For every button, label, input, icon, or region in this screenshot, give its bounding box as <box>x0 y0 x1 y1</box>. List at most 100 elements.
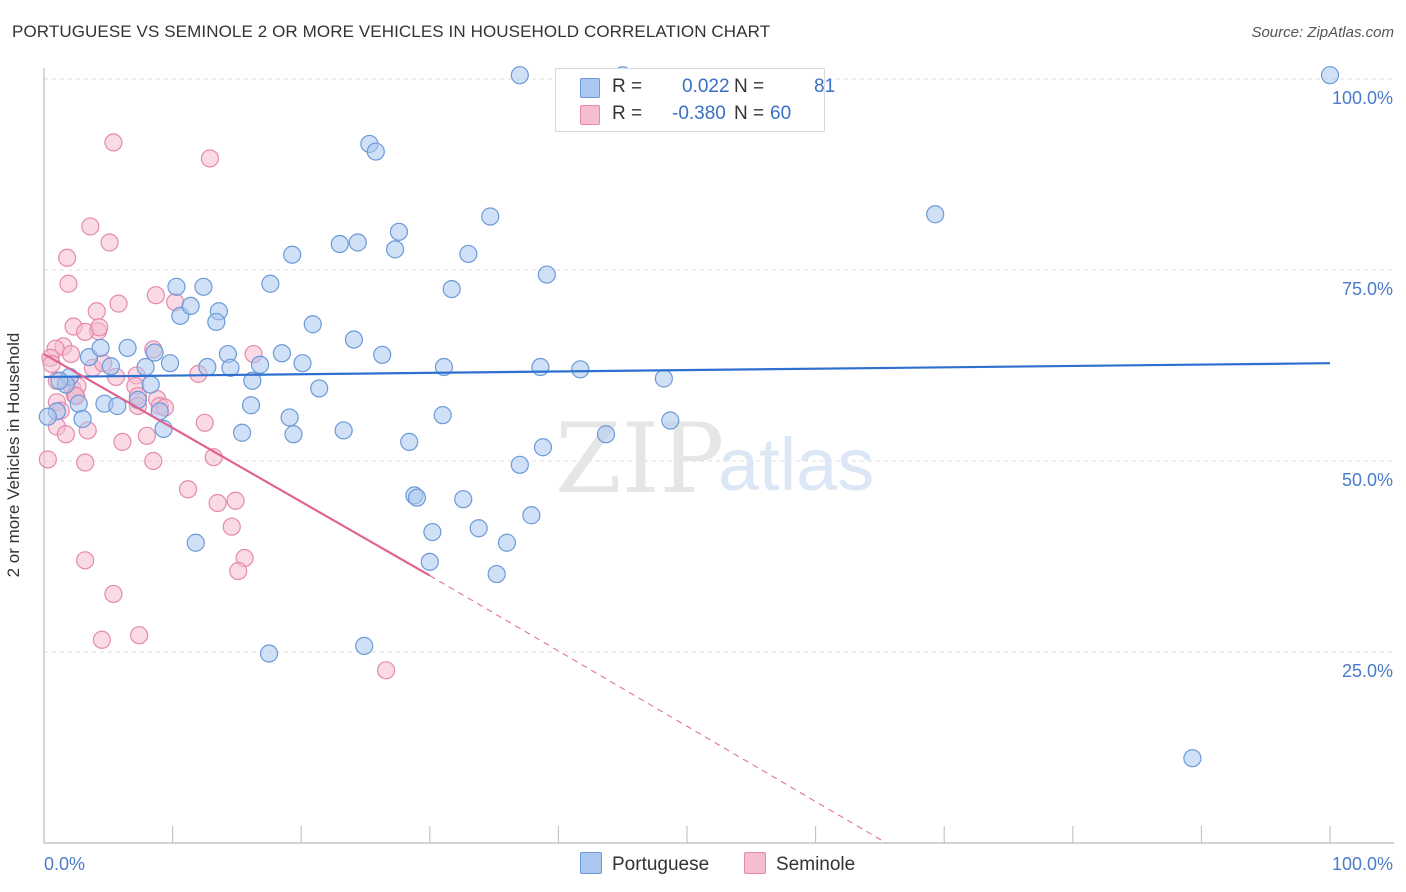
portuguese-point <box>101 357 120 376</box>
portuguese-point <box>654 369 673 388</box>
portuguese-point <box>366 142 385 161</box>
seminole-point <box>200 149 219 168</box>
y-tick-label: 100.0% <box>1332 88 1393 108</box>
portuguese-point <box>186 533 205 552</box>
portuguese-point <box>232 423 252 442</box>
portuguese-n-value: 81 <box>814 76 836 97</box>
portuguese-point <box>454 490 473 509</box>
seminole-point <box>87 302 106 321</box>
portuguese-point <box>181 296 200 316</box>
portuguese-point <box>389 222 409 241</box>
watermark: ZIP atlas <box>555 403 874 515</box>
portuguese-point <box>459 244 478 264</box>
portuguese-point <box>38 407 57 426</box>
portuguese-point <box>481 207 500 226</box>
seminole-point <box>178 480 198 499</box>
seminole-point <box>76 551 95 570</box>
seminole-point <box>38 450 57 469</box>
seminole-point <box>90 318 109 337</box>
portuguese-point <box>442 280 461 299</box>
portuguese-point <box>433 406 452 425</box>
portuguese-point <box>160 354 180 373</box>
seminole-point <box>137 426 156 445</box>
portuguese-point <box>198 357 217 377</box>
seminole-point <box>61 344 81 364</box>
portuguese-point <box>272 344 292 363</box>
seminole-point <box>81 217 100 236</box>
seminole-point <box>146 286 165 305</box>
portuguese-point <box>344 330 364 349</box>
portuguese-point <box>91 338 110 358</box>
seminole-trend-extension <box>429 575 887 844</box>
portuguese-point <box>487 564 506 584</box>
portuguese-point <box>280 408 299 427</box>
portuguese-swatch <box>580 78 600 98</box>
watermark-zip: ZIP <box>555 403 724 515</box>
x-tick-label: 0.0% <box>44 854 85 874</box>
seminole-r-label: R = <box>612 103 643 124</box>
chart-source: Source: ZipAtlas.com <box>1251 24 1394 41</box>
portuguese-point <box>373 345 392 364</box>
portuguese-point <box>510 66 529 85</box>
seminole-point <box>76 453 95 472</box>
portuguese-point <box>497 533 517 552</box>
portuguese-point <box>221 358 240 377</box>
seminole-point <box>56 425 75 444</box>
portuguese-point <box>207 312 226 332</box>
portuguese-n-label: N = <box>734 76 765 97</box>
chart-title: PORTUGUESE VS SEMINOLE 2 OR MORE VEHICLE… <box>12 22 771 41</box>
seminole-points <box>38 133 396 680</box>
seminole-point <box>109 294 128 313</box>
y-tick-label: 50.0% <box>1342 470 1393 490</box>
portuguese-point <box>283 245 302 264</box>
portuguese-point <box>284 425 303 444</box>
portuguese-point <box>926 205 945 224</box>
portuguese-point <box>250 355 270 374</box>
portuguese-point <box>50 371 69 390</box>
portuguese-point <box>241 396 261 415</box>
seminole-point <box>104 584 123 604</box>
portuguese-point <box>73 409 92 429</box>
portuguese-point <box>136 357 155 377</box>
seminole-point <box>222 517 241 536</box>
seminole-point <box>226 491 245 510</box>
x-tick-label: 100.0% <box>1332 854 1393 874</box>
legend-item-seminole: Seminole <box>744 852 855 876</box>
portuguese-point <box>571 360 590 379</box>
portuguese-point <box>661 411 680 430</box>
portuguese-point <box>128 390 147 409</box>
portuguese-point <box>259 644 279 663</box>
portuguese-point <box>469 519 488 538</box>
portuguese-point <box>243 371 262 390</box>
seminole-point <box>92 630 111 649</box>
seminole-point <box>104 133 123 152</box>
seminole-point <box>130 626 149 645</box>
portuguese-point <box>167 277 186 296</box>
portuguese-legend-label: Portuguese <box>612 854 710 875</box>
portuguese-point <box>303 315 322 334</box>
portuguese-point <box>522 506 541 525</box>
tick-labels: 25.0% 50.0% 75.0% 100.0% 0.0% 100.0% <box>44 88 1393 874</box>
portuguese-point <box>1183 749 1202 768</box>
watermark-atlas: atlas <box>718 423 874 506</box>
portuguese-point <box>141 375 160 394</box>
portuguese-point <box>510 455 529 474</box>
portuguese-point <box>407 488 427 507</box>
seminole-legend-swatch <box>744 852 766 874</box>
seminole-swatch <box>580 105 600 125</box>
y-tick-label: 25.0% <box>1342 661 1393 681</box>
portuguese-point <box>145 343 164 362</box>
portuguese-trend-line <box>43 362 1331 379</box>
legend-item-portuguese: Portuguese <box>580 852 709 876</box>
portuguese-point <box>355 636 374 655</box>
y-tick-label: 75.0% <box>1342 279 1393 299</box>
portuguese-point <box>293 354 312 373</box>
trend-lines <box>43 353 1331 844</box>
portuguese-point <box>330 234 349 254</box>
portuguese-point <box>423 522 442 542</box>
portuguese-point <box>385 240 405 259</box>
seminole-n-value: 60 <box>770 103 792 124</box>
portuguese-r-label: R = <box>612 76 643 97</box>
seminole-point <box>59 274 78 293</box>
